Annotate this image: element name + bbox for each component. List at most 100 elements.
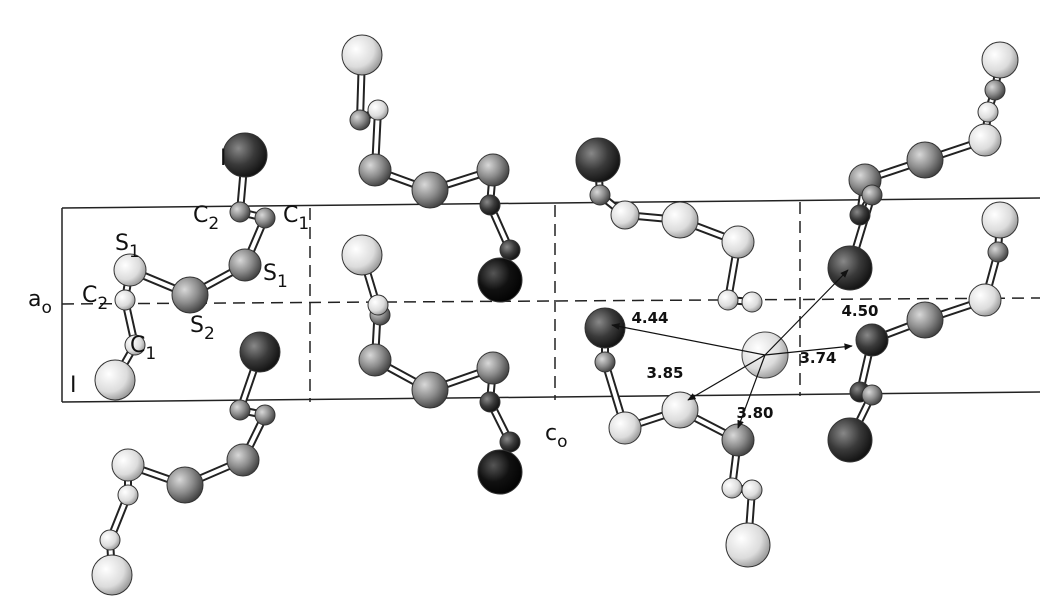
atom (907, 302, 943, 338)
atom (172, 277, 208, 313)
atom-label: S1 (263, 261, 288, 292)
atom-label-text: S (263, 261, 277, 286)
atom (368, 100, 388, 120)
atom-label-subscript: 1 (129, 242, 140, 262)
atom (576, 138, 620, 182)
atom-label: I (220, 146, 227, 171)
atom (969, 284, 1001, 316)
distance-label: 4.50 (841, 302, 878, 320)
atom-label-text: C (82, 283, 97, 308)
atom (609, 412, 641, 444)
atom (907, 142, 943, 178)
atom (223, 133, 267, 177)
distance-label: 3.74 (799, 349, 836, 367)
atom (115, 290, 135, 310)
atom-label: C2 (193, 203, 219, 234)
atom-label-subscript: 1 (277, 272, 288, 292)
axis-label-text: c (545, 421, 557, 446)
atom-label: I (70, 373, 77, 398)
atom-label: S2 (190, 313, 215, 344)
atom (662, 202, 698, 238)
atom (478, 258, 522, 302)
atom (368, 295, 388, 315)
atom-label: C1 (283, 203, 309, 234)
atom (722, 424, 754, 456)
atom (828, 418, 872, 462)
atom-label-text: C (130, 333, 145, 358)
atom (722, 478, 742, 498)
atom (112, 449, 144, 481)
atom (585, 308, 625, 348)
distance-label: 3.85 (646, 364, 683, 382)
molecule (585, 308, 770, 567)
atom-label-text: S (190, 313, 204, 338)
distance-label: 4.44 (631, 309, 668, 327)
atom (359, 154, 391, 186)
atom-label-text: C (193, 203, 208, 228)
atom-label-subscript: 1 (298, 214, 309, 234)
contact-arrow (765, 270, 848, 355)
atom (477, 154, 509, 186)
atom (480, 392, 500, 412)
atom (862, 385, 882, 405)
atom (722, 226, 754, 258)
atom-label: C2 (82, 283, 108, 314)
atom (856, 324, 888, 356)
atom (478, 450, 522, 494)
atom (611, 201, 639, 229)
atom (477, 352, 509, 384)
atom (229, 249, 261, 281)
atom (255, 405, 275, 425)
atom (982, 202, 1018, 238)
atom (969, 124, 1001, 156)
atom (850, 205, 870, 225)
atom-label-text: I (220, 146, 227, 171)
contact-arrow (688, 355, 765, 400)
atom-label: C1 (130, 333, 156, 364)
axis-label-text: a (28, 287, 41, 312)
contact-arrow (612, 325, 765, 355)
atom (359, 344, 391, 376)
atom-label-subscript: 2 (208, 214, 219, 234)
atom (240, 332, 280, 372)
atom-label-subscript: 2 (204, 324, 215, 344)
atom (230, 400, 250, 420)
atom (118, 485, 138, 505)
atom (480, 195, 500, 215)
atom-label-text: S (115, 231, 129, 256)
axis-label-subscript: o (41, 298, 51, 318)
atom (726, 523, 770, 567)
atom (500, 240, 520, 260)
atom (988, 242, 1008, 262)
atom (342, 35, 382, 75)
atom-label-text: C (283, 203, 298, 228)
molecules (92, 35, 1018, 595)
atom-label-subscript: 2 (97, 294, 108, 314)
axis-label: co (545, 421, 568, 452)
atom (742, 480, 762, 500)
atom (978, 102, 998, 122)
atom (982, 42, 1018, 78)
atom (350, 110, 370, 130)
atom (95, 360, 135, 400)
atom (167, 467, 203, 503)
atom (590, 185, 610, 205)
atom (92, 555, 132, 595)
atom-label-subscript: 1 (145, 344, 156, 364)
distance-label: 3.80 (736, 404, 773, 422)
atom (595, 352, 615, 372)
atom (230, 202, 250, 222)
atom (227, 444, 259, 476)
atom (100, 530, 120, 550)
axis-label: ao (28, 287, 52, 318)
molecule (576, 138, 762, 312)
atom (985, 80, 1005, 100)
atom (412, 372, 448, 408)
atom (862, 185, 882, 205)
atom (742, 292, 762, 312)
axis-label-subscript: o (557, 432, 567, 452)
atom (718, 290, 738, 310)
atom (342, 235, 382, 275)
atom (255, 208, 275, 228)
atom (500, 432, 520, 452)
